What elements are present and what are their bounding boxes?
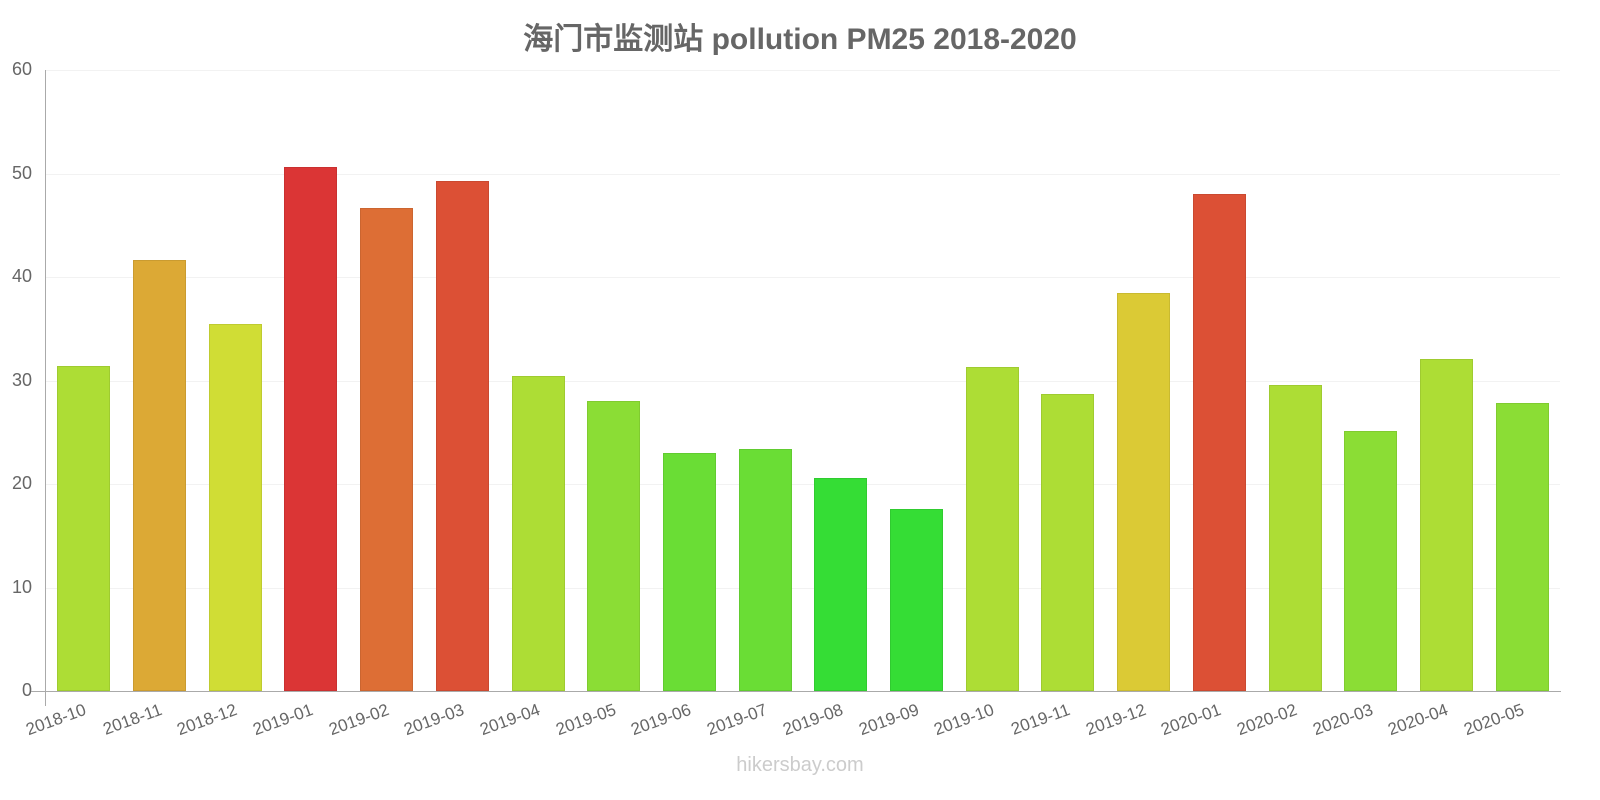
y-tick-label: 0 <box>0 680 32 701</box>
bar[interactable] <box>1269 385 1322 691</box>
bar[interactable] <box>209 324 262 691</box>
footer-watermark: hikersbay.com <box>0 754 1600 777</box>
x-tick-label: 2019-10 <box>915 700 997 746</box>
bar[interactable] <box>57 366 110 691</box>
bar[interactable] <box>512 376 565 691</box>
bar[interactable] <box>1344 431 1397 691</box>
x-tick-label: 2019-05 <box>537 700 619 746</box>
x-axis-line <box>31 691 1561 692</box>
x-tick-label: 2020-01 <box>1142 700 1224 746</box>
x-tick-label: 2019-07 <box>688 700 770 746</box>
x-tick-label: 2018-10 <box>7 700 89 746</box>
bar[interactable] <box>1041 394 1094 691</box>
bar[interactable] <box>360 208 413 691</box>
bar[interactable] <box>436 181 489 691</box>
y-tick-label: 20 <box>0 473 32 494</box>
bar[interactable] <box>1496 403 1549 691</box>
x-tick-label: 2019-03 <box>385 700 467 746</box>
x-tick-label: 2019-09 <box>839 700 921 746</box>
x-tick-label: 2020-05 <box>1445 700 1527 746</box>
x-tick-label: 2019-06 <box>612 700 694 746</box>
x-tick-label: 2019-02 <box>309 700 391 746</box>
x-tick-label: 2018-11 <box>82 700 164 746</box>
bar[interactable] <box>966 367 1019 691</box>
x-tick-label: 2019-04 <box>461 700 543 746</box>
x-tick-label: 2020-04 <box>1369 700 1451 746</box>
chart-title: 海门市监测站 pollution PM25 2018-2020 <box>0 14 1600 58</box>
bar[interactable] <box>814 478 867 691</box>
y-tick-label: 30 <box>0 370 32 391</box>
y-tick-label: 60 <box>0 59 32 80</box>
bar[interactable] <box>890 509 943 691</box>
bar[interactable] <box>284 167 337 691</box>
y-tick-label: 50 <box>0 163 32 184</box>
bar[interactable] <box>587 401 640 691</box>
x-tick-label: 2019-08 <box>764 700 846 746</box>
bar[interactable] <box>1117 293 1170 691</box>
y-tick-label: 40 <box>0 266 32 287</box>
x-tick-label: 2018-12 <box>158 700 240 746</box>
x-tick-label: 2019-11 <box>991 700 1073 746</box>
bar[interactable] <box>1420 359 1473 691</box>
bar[interactable] <box>739 449 792 691</box>
x-tick-label: 2019-01 <box>234 700 316 746</box>
x-tick-label: 2020-03 <box>1294 700 1376 746</box>
x-tick-label: 2020-02 <box>1218 700 1300 746</box>
y-axis-line <box>45 70 46 706</box>
y-tick-label: 10 <box>0 577 32 598</box>
plot-area <box>46 70 1560 691</box>
x-tick-label: 2019-12 <box>1066 700 1148 746</box>
bar[interactable] <box>663 453 716 691</box>
bar[interactable] <box>1193 194 1246 691</box>
bar[interactable] <box>133 260 186 691</box>
